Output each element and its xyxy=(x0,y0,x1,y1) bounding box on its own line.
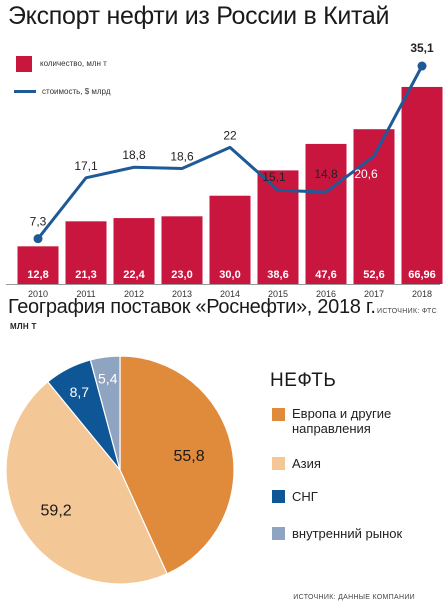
line-endpoint-marker xyxy=(417,61,427,71)
bar-value-label: 47,6 xyxy=(315,269,336,281)
line-endpoint-marker xyxy=(33,234,43,244)
x-tick-label: 2010 xyxy=(28,289,48,299)
bar-chart-source: ИСТОЧНИК: ФТС xyxy=(377,308,437,315)
x-tick-label: 2015 xyxy=(268,289,288,299)
bar-2012 xyxy=(113,218,155,284)
x-tick-label: 2014 xyxy=(220,289,240,299)
bar-value-label: 38,6 xyxy=(267,269,288,281)
pie-value-label-cis: 8,7 xyxy=(70,384,90,400)
pie-value-label-domestic: 5,4 xyxy=(98,370,118,386)
legend-label-europe: Европа и другие направления xyxy=(292,406,391,436)
x-tick-label: 2017 xyxy=(364,289,384,299)
pie-legend-title: НЕФТЬ xyxy=(270,370,337,391)
bar-value-label: 30,0 xyxy=(219,269,240,281)
bar-2014 xyxy=(209,195,251,284)
line-value-label: 14,8 xyxy=(314,167,338,181)
line-value-label: 35,1 xyxy=(410,41,434,55)
x-tick-label: 2011 xyxy=(76,289,95,299)
legend-label-cis: СНГ xyxy=(292,489,318,504)
legend-label-europe-line1: Европа и другие xyxy=(292,406,392,421)
bar-line-chart: 12,8 2010 21,3 2011 22,4 2012 23,0 2013 30,0 2014… xyxy=(6,41,443,299)
line-value-label: 20,6 xyxy=(354,167,378,181)
x-tick-label: 2016 xyxy=(316,289,336,299)
legend-swatch-cis xyxy=(272,490,285,503)
pie-slice-europe xyxy=(119,355,235,575)
bar-value-label: 23,0 xyxy=(171,269,192,281)
bar-2010 xyxy=(17,246,59,284)
legend-line-swatch xyxy=(14,90,36,93)
line-value-label: 18,6 xyxy=(170,149,194,163)
bar-value-label: 12,8 xyxy=(27,269,48,281)
legend-label-domestic: внутренний рынок xyxy=(292,526,403,541)
legend-swatch-europe xyxy=(272,408,285,421)
pie-slice-asia xyxy=(5,380,168,585)
legend-swatch-asia xyxy=(272,457,285,470)
legend-swatch-domestic xyxy=(272,527,285,540)
bar-value-label: 22,4 xyxy=(123,269,145,281)
legend-bar-swatch xyxy=(16,56,32,72)
bar-value-label: 66,96 xyxy=(408,269,436,281)
line-value-label: 22 xyxy=(223,128,237,142)
legend-label-europe-line2: направления xyxy=(292,421,371,436)
line-value-label: 17,1 xyxy=(74,159,98,173)
pie-chart-title: География поставок «Роснефти», 2018 г. xyxy=(8,296,376,318)
legend-line-label: стоимость, $ млрд xyxy=(42,87,111,96)
pie-chart-source: ИСТОЧНИК: ДАННЫЕ КОМПАНИИ xyxy=(293,594,415,601)
legend-label-asia: Азия xyxy=(292,456,321,471)
legend-bar-label: количество, млн т xyxy=(40,59,107,68)
x-tick-label: 2012 xyxy=(124,289,144,299)
bar-2016 xyxy=(305,143,347,284)
value-line xyxy=(36,65,424,240)
line-value-label: 18,8 xyxy=(122,148,146,162)
line-value-label: 7,3 xyxy=(30,215,47,229)
line-value-label: 15,1 xyxy=(262,170,286,184)
pie-slice-domestic xyxy=(89,355,121,471)
x-tick-label: 2013 xyxy=(172,289,192,299)
pie-value-label-asia: 59,2 xyxy=(41,503,72,520)
pie-chart-unit: МЛН Т xyxy=(10,322,37,331)
bar-2013 xyxy=(161,216,203,284)
bar-value-label: 52,6 xyxy=(363,269,384,281)
pie-value-label-europe: 55,8 xyxy=(174,448,205,465)
x-tick-label: 2018 xyxy=(412,289,432,299)
bar-2011 xyxy=(65,221,107,284)
bar-2018 xyxy=(401,86,443,284)
bar-value-label: 21,3 xyxy=(75,269,96,281)
bar-chart-title: Экспорт нефти из России в Китай xyxy=(8,2,390,30)
